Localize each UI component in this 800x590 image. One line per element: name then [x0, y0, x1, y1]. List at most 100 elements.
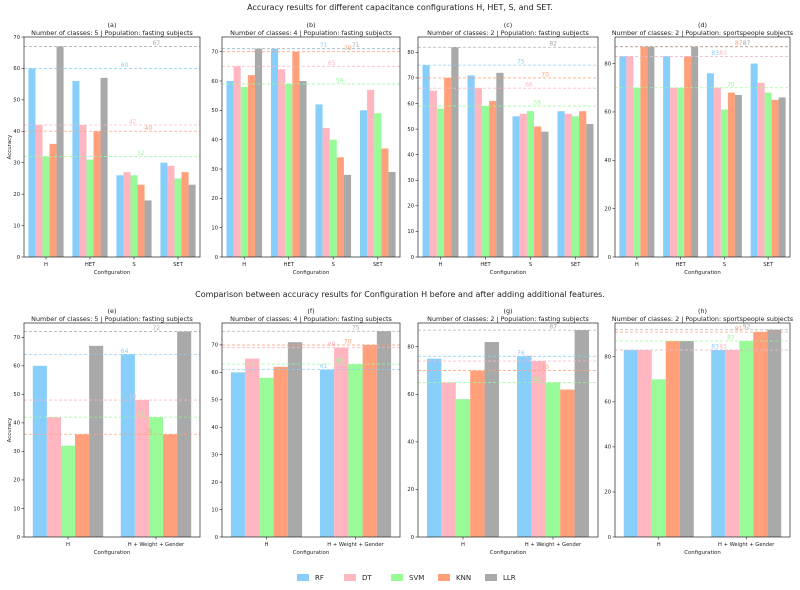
- bar-knn-h-weight-gender: [163, 434, 178, 537]
- y-tick-label: 10: [407, 229, 414, 235]
- ref-label-rf: 83: [711, 50, 719, 57]
- panel-c: (c)Number of classes: 2 | Population: fa…: [407, 21, 599, 276]
- y-tick-label: 70: [13, 35, 20, 41]
- bar-svm-s: [329, 139, 337, 257]
- x-tick-label: H + Weight + Gender: [525, 542, 582, 548]
- bar-llr-set: [586, 123, 594, 257]
- x-tick-label: H: [461, 542, 465, 548]
- bar-dt-s: [123, 172, 131, 257]
- y-tick-label: 60: [13, 364, 20, 370]
- bar-dt-h: [35, 125, 43, 257]
- ref-label-svm: 59: [533, 100, 541, 107]
- bar-knn-h-weight-gender: [362, 344, 377, 537]
- bar-rf-h: [623, 350, 638, 537]
- panel-letter: (e): [108, 307, 117, 315]
- bar-rf-set: [557, 111, 565, 258]
- bar-rf-h: [230, 372, 246, 537]
- bar-rf-h: [28, 68, 36, 257]
- ref-label-dt: 48: [129, 394, 137, 401]
- bar-svm-h: [633, 87, 641, 258]
- y-tick-label: 0: [411, 255, 414, 261]
- y-tick-label: 80: [407, 345, 414, 351]
- y-tick-label: 50: [211, 398, 218, 404]
- bar-rf-het: [663, 56, 671, 257]
- x-tick-label: H: [657, 542, 661, 548]
- y-tick-label: 40: [604, 158, 611, 164]
- bar-llr-s: [144, 200, 152, 257]
- axes-frame: [417, 36, 599, 258]
- ref-label-llr: 67: [152, 40, 160, 47]
- bar-rf-h: [226, 81, 234, 257]
- x-axis-label: Configuration: [490, 550, 527, 556]
- bar-svm-het: [677, 87, 685, 258]
- bar-dt-h: [626, 56, 634, 257]
- bar-dt-set: [367, 89, 375, 257]
- bar-dt-h: [441, 382, 456, 537]
- bar-llr-s: [541, 131, 549, 257]
- x-axis-label: Configuration: [293, 270, 330, 276]
- bar-knn-h: [470, 370, 485, 537]
- bar-knn-h-weight-gender: [560, 389, 575, 537]
- bar-llr-het: [691, 46, 699, 257]
- panel-letter: (c): [504, 21, 513, 29]
- bar-llr-h: [89, 345, 104, 537]
- panel-title: Number of classes: 4 | Population: fasti…: [230, 29, 392, 37]
- legend-swatch-svm: [391, 574, 403, 581]
- bar-llr-h-weight-gender: [574, 330, 589, 537]
- x-tick-label: SET: [173, 262, 184, 268]
- y-tick-label: 20: [407, 204, 414, 210]
- bar-svm-h: [259, 377, 274, 537]
- panels: (a)Number of classes: 5 | Population: fa…: [7, 21, 794, 556]
- bar-dt-s: [519, 113, 527, 257]
- legend: RF DT SVM KNN LLR: [297, 574, 516, 582]
- bar-svm-het: [86, 159, 94, 257]
- bar-dt-h-weight-gender: [531, 361, 546, 537]
- bar-knn-h: [640, 46, 648, 257]
- bar-rf-h-weight-gender: [120, 354, 135, 537]
- panel-letter: (g): [503, 307, 512, 315]
- bar-dt-set: [757, 82, 765, 257]
- bar-rf-h: [422, 65, 430, 258]
- x-tick-label: H: [265, 542, 269, 548]
- bar-dt-set: [167, 165, 175, 257]
- x-axis-label: Configuration: [94, 550, 131, 556]
- y-tick-label: 50: [211, 108, 218, 114]
- bar-dt-h: [233, 66, 241, 257]
- panel-title: Number of classes: 5 | Population: fasti…: [31, 29, 193, 37]
- ref-label-llr: 87: [549, 324, 557, 331]
- panel-title: Number of classes: 2 | Population: sport…: [612, 29, 794, 37]
- bar-knn-h: [665, 341, 680, 537]
- y-tick-label: 50: [13, 98, 20, 104]
- x-axis-label: Configuration: [490, 270, 527, 276]
- bar-svm-het: [481, 106, 490, 258]
- axes-frame: [614, 36, 791, 258]
- bar-svm-set: [174, 178, 182, 257]
- legend-label-knn: KNN: [456, 574, 471, 582]
- y-tick-label: 20: [211, 196, 218, 202]
- legend-label-llr: LLR: [503, 574, 516, 582]
- y-axis-label: Accuracy: [7, 134, 13, 159]
- y-tick-label: 30: [211, 167, 218, 173]
- ref-label-knn: 70: [344, 338, 352, 345]
- ref-label-knn: 40: [145, 125, 153, 132]
- bar-rf-s: [315, 104, 323, 257]
- x-tick-label: HET: [480, 262, 491, 268]
- x-tick-label: HET: [284, 262, 295, 268]
- ref-label-llr: 92: [743, 323, 751, 330]
- bar-rf-set: [160, 162, 168, 257]
- bar-rf-s: [512, 116, 520, 257]
- bar-llr-h: [679, 341, 694, 537]
- axes-frame: [221, 36, 401, 258]
- ref-label-rf: 76: [517, 350, 525, 357]
- ref-label-llr: 75: [352, 325, 360, 332]
- bar-rf-het: [270, 48, 279, 257]
- bar-llr-het: [100, 77, 108, 257]
- bar-svm-het: [285, 83, 293, 257]
- y-tick-label: 60: [407, 392, 414, 398]
- y-tick-label: 20: [13, 478, 20, 484]
- bar-knn-h: [247, 75, 255, 257]
- x-tick-label: H: [635, 262, 639, 268]
- bar-dt-s: [322, 127, 330, 257]
- bar-llr-h: [287, 342, 303, 537]
